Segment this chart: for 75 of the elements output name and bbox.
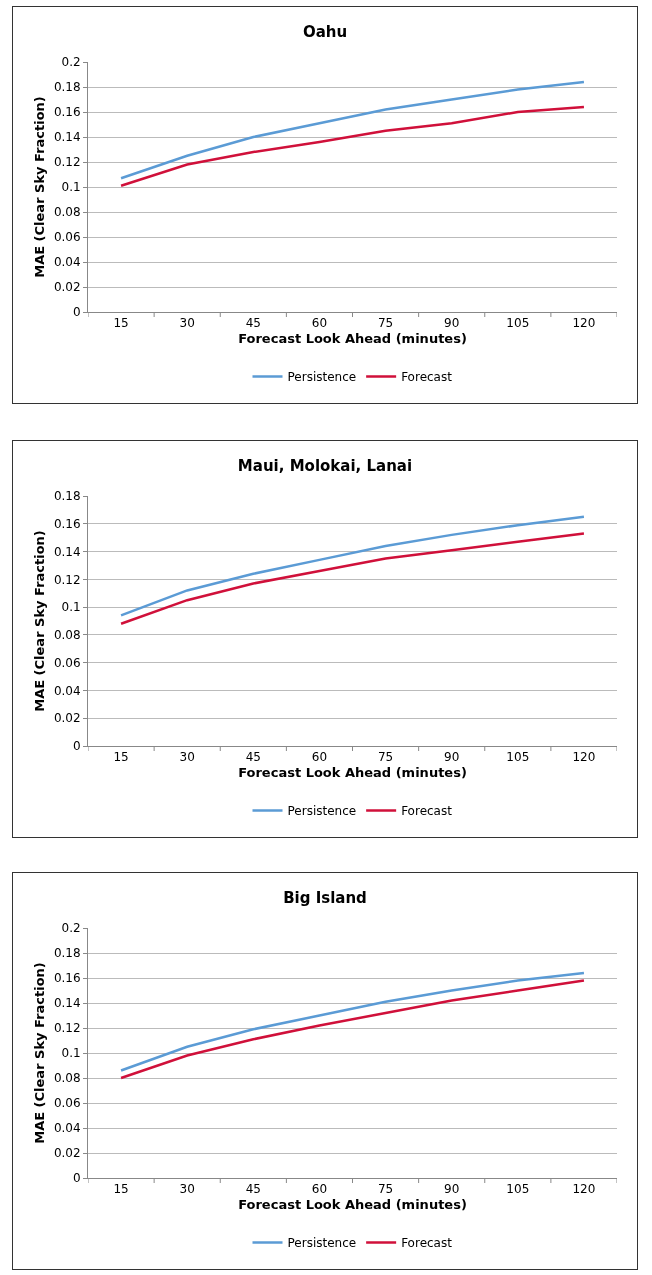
y-tick-label: 0 bbox=[72, 1171, 81, 1186]
x-tick-label: 105 bbox=[506, 750, 530, 765]
x-tick-label: 90 bbox=[444, 316, 460, 331]
x-tick-label: 60 bbox=[311, 750, 328, 765]
y-axis-title: MAE (Clear Sky Fraction) bbox=[31, 96, 47, 278]
y-tick-label: 0.12 bbox=[53, 1021, 81, 1036]
y-tick-label: 0.06 bbox=[53, 1096, 81, 1111]
y-tick-label: 0.1 bbox=[61, 1046, 81, 1061]
y-tick-label: 0 bbox=[72, 739, 81, 754]
y-tick-label: 0.18 bbox=[53, 489, 81, 504]
y-tick-label: 0.08 bbox=[53, 1071, 81, 1086]
y-tick-label: 0.02 bbox=[53, 280, 81, 295]
x-tick-label: 30 bbox=[179, 750, 195, 765]
chart-title: Big Island bbox=[283, 889, 367, 908]
x-axis-title: Forecast Look Ahead (minutes) bbox=[238, 1197, 467, 1212]
x-tick-label: 75 bbox=[377, 316, 394, 331]
x-tick-label: 60 bbox=[311, 1182, 328, 1197]
x-tick-label: 45 bbox=[245, 750, 261, 765]
y-tick-label: 0.12 bbox=[53, 155, 81, 170]
x-tick-label: 90 bbox=[444, 750, 460, 765]
x-tick-label: 75 bbox=[377, 1182, 394, 1197]
x-axis-title: Forecast Look Ahead (minutes) bbox=[238, 765, 467, 780]
y-tick-label: 0.06 bbox=[53, 230, 81, 245]
y-tick-label: 0.02 bbox=[53, 1146, 81, 1161]
legend-label: Persistence bbox=[287, 804, 357, 819]
x-tick-label: 105 bbox=[506, 316, 530, 331]
x-axis-title: Forecast Look Ahead (minutes) bbox=[238, 331, 467, 346]
y-tick-label: 0.16 bbox=[53, 971, 81, 986]
y-tick-label: 0.04 bbox=[53, 683, 81, 698]
line-series bbox=[119, 532, 586, 626]
x-tick-label: 45 bbox=[245, 316, 261, 331]
y-tick-label: 0.1 bbox=[61, 180, 81, 195]
line-series bbox=[119, 105, 586, 187]
y-tick-label: 0.04 bbox=[53, 255, 81, 270]
legend-label: Persistence bbox=[287, 1236, 357, 1251]
y-tick-label: 0.14 bbox=[53, 996, 81, 1011]
x-tick-label: 120 bbox=[572, 1182, 596, 1197]
x-tick-label: 120 bbox=[572, 750, 596, 765]
line-series bbox=[119, 515, 586, 617]
y-tick-label: 0.2 bbox=[61, 921, 81, 936]
legend-label: Forecast bbox=[401, 370, 453, 385]
x-tick-label: 120 bbox=[572, 316, 596, 331]
y-tick-label: 0.14 bbox=[53, 544, 81, 559]
x-tick-label: 15 bbox=[113, 750, 129, 765]
chart-title: Maui, Molokai, Lanai bbox=[237, 457, 413, 476]
chart-title: Oahu bbox=[302, 23, 348, 42]
y-tick-label: 0.14 bbox=[53, 130, 81, 145]
x-tick-label: 30 bbox=[179, 316, 195, 331]
y-axis-title: MAE (Clear Sky Fraction) bbox=[31, 530, 47, 712]
y-tick-label: 0 bbox=[72, 305, 81, 320]
x-tick-label: 90 bbox=[444, 1182, 460, 1197]
y-axis-title: MAE (Clear Sky Fraction) bbox=[31, 962, 47, 1144]
y-tick-label: 0.12 bbox=[53, 572, 81, 587]
x-tick-label: 60 bbox=[311, 316, 328, 331]
x-tick-label: 45 bbox=[245, 1182, 261, 1197]
y-tick-label: 0.1 bbox=[61, 600, 81, 615]
y-tick-label: 0.16 bbox=[53, 516, 81, 531]
x-tick-label: 105 bbox=[506, 1182, 530, 1197]
y-tick-label: 0.06 bbox=[53, 655, 81, 670]
x-tick-label: 75 bbox=[377, 750, 394, 765]
line-series bbox=[119, 80, 586, 180]
y-tick-label: 0.08 bbox=[53, 205, 81, 220]
legend-label: Forecast bbox=[401, 804, 453, 819]
x-tick-label: 15 bbox=[113, 1182, 129, 1197]
y-tick-label: 0.02 bbox=[53, 711, 81, 726]
legend-label: Forecast bbox=[401, 1236, 453, 1251]
y-tick-label: 0.18 bbox=[53, 946, 81, 961]
y-tick-label: 0.16 bbox=[53, 105, 81, 120]
y-tick-label: 0.18 bbox=[53, 80, 81, 95]
y-tick-label: 0.2 bbox=[61, 55, 81, 70]
x-tick-label: 30 bbox=[179, 1182, 195, 1197]
y-tick-label: 0.04 bbox=[53, 1121, 81, 1136]
x-tick-label: 15 bbox=[113, 316, 129, 331]
legend-label: Persistence bbox=[287, 370, 357, 385]
y-tick-label: 0.08 bbox=[53, 628, 81, 643]
